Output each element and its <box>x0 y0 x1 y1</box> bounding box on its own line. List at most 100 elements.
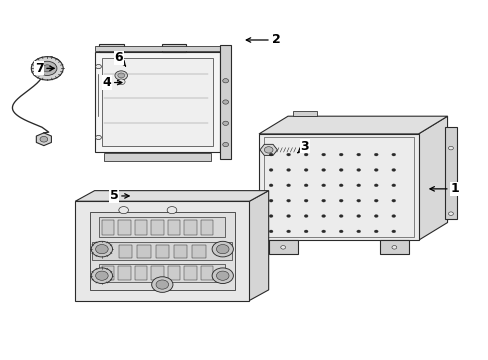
Circle shape <box>167 207 177 214</box>
Circle shape <box>304 153 307 156</box>
Circle shape <box>268 230 272 233</box>
Circle shape <box>115 71 127 80</box>
Bar <box>95 53 220 152</box>
Circle shape <box>447 212 452 215</box>
Circle shape <box>119 207 128 214</box>
Circle shape <box>447 146 452 150</box>
Circle shape <box>223 78 228 83</box>
Circle shape <box>304 168 307 171</box>
Circle shape <box>356 215 360 217</box>
Bar <box>118 266 131 280</box>
Circle shape <box>286 168 290 171</box>
Circle shape <box>268 153 272 156</box>
Circle shape <box>391 215 395 217</box>
Bar <box>102 220 114 235</box>
Circle shape <box>95 271 108 280</box>
Circle shape <box>280 246 285 249</box>
Circle shape <box>391 168 395 171</box>
Circle shape <box>95 135 101 140</box>
Circle shape <box>356 153 360 156</box>
Bar <box>99 217 224 237</box>
Circle shape <box>47 60 55 66</box>
Bar <box>200 220 213 235</box>
Circle shape <box>156 280 168 289</box>
Text: 1: 1 <box>429 183 458 195</box>
Circle shape <box>151 277 173 292</box>
Circle shape <box>304 215 307 217</box>
Circle shape <box>373 153 377 156</box>
Circle shape <box>91 241 112 257</box>
Circle shape <box>339 215 343 217</box>
Circle shape <box>373 230 377 233</box>
Circle shape <box>321 168 325 171</box>
Circle shape <box>95 244 108 254</box>
Circle shape <box>321 153 325 156</box>
Circle shape <box>356 168 360 171</box>
Circle shape <box>356 199 360 202</box>
Bar <box>167 220 180 235</box>
Bar <box>379 240 408 255</box>
Circle shape <box>321 215 325 217</box>
Circle shape <box>339 168 343 171</box>
Bar <box>137 244 150 258</box>
Circle shape <box>304 184 307 187</box>
Circle shape <box>117 79 125 85</box>
Circle shape <box>40 136 48 142</box>
Circle shape <box>216 244 228 254</box>
Circle shape <box>223 143 228 147</box>
Circle shape <box>304 230 307 233</box>
Circle shape <box>339 230 343 233</box>
Bar <box>135 220 147 235</box>
Circle shape <box>91 268 112 283</box>
Bar <box>135 266 147 280</box>
Bar <box>200 266 213 280</box>
Circle shape <box>118 73 124 78</box>
Circle shape <box>391 199 395 202</box>
Bar <box>151 266 163 280</box>
Circle shape <box>373 184 377 187</box>
Bar <box>162 44 186 53</box>
Bar <box>151 220 163 235</box>
Text: 4: 4 <box>102 76 122 89</box>
Circle shape <box>286 230 290 233</box>
Polygon shape <box>36 133 51 145</box>
Circle shape <box>321 230 325 233</box>
Polygon shape <box>259 116 447 134</box>
Text: 2: 2 <box>246 33 280 46</box>
Bar <box>99 264 224 282</box>
Circle shape <box>268 184 272 187</box>
Circle shape <box>391 184 395 187</box>
Circle shape <box>95 64 101 69</box>
Circle shape <box>216 271 228 280</box>
Circle shape <box>373 215 377 217</box>
Circle shape <box>31 57 63 80</box>
Bar <box>192 244 205 258</box>
Bar <box>220 45 230 159</box>
Bar <box>292 111 316 116</box>
Polygon shape <box>249 191 268 301</box>
Circle shape <box>286 153 290 156</box>
Polygon shape <box>418 116 447 240</box>
Circle shape <box>264 147 272 153</box>
Circle shape <box>321 199 325 202</box>
Circle shape <box>268 199 272 202</box>
Bar <box>167 266 180 280</box>
Bar <box>90 212 234 290</box>
Bar <box>75 201 249 301</box>
Circle shape <box>38 61 57 76</box>
Circle shape <box>339 199 343 202</box>
Bar <box>183 266 196 280</box>
Circle shape <box>391 153 395 156</box>
Text: 6: 6 <box>114 51 125 66</box>
Bar <box>183 220 196 235</box>
Bar <box>95 46 220 51</box>
Circle shape <box>339 153 343 156</box>
Text: 3: 3 <box>297 140 308 153</box>
Bar <box>155 244 169 258</box>
Bar <box>174 244 187 258</box>
Circle shape <box>223 100 228 104</box>
Polygon shape <box>43 57 59 69</box>
Circle shape <box>391 246 396 249</box>
Bar <box>444 127 456 219</box>
Circle shape <box>391 230 395 233</box>
